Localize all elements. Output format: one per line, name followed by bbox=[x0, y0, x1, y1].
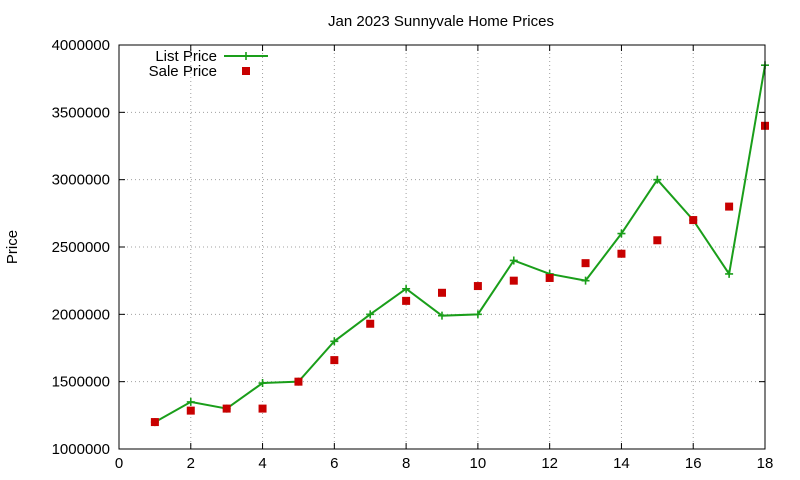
sale-price-point bbox=[581, 259, 590, 268]
x-tick-label: 18 bbox=[757, 455, 774, 472]
y-tick-label: 2000000 bbox=[52, 306, 110, 323]
sale-price-point bbox=[366, 319, 375, 328]
legend-label-sale-price: Sale Price bbox=[149, 63, 217, 80]
list-price-point bbox=[186, 397, 195, 406]
sale-price-point bbox=[438, 288, 446, 297]
plot-frame bbox=[118, 44, 766, 450]
x-tick-label: 12 bbox=[541, 455, 558, 472]
x-tick-label: 2 bbox=[187, 455, 195, 472]
sale-price-point bbox=[402, 296, 411, 305]
sale-price-point bbox=[725, 202, 734, 211]
axis-ticks: 0 2 4 6 8 10 12 14 16 18 1000000 1500000 2000000 2500… bbox=[52, 37, 774, 472]
y-tick-label: 2500000 bbox=[52, 239, 110, 256]
plot-series bbox=[150, 61, 769, 427]
list-price-point bbox=[473, 310, 482, 319]
x-tick-label: 10 bbox=[470, 455, 487, 472]
sale-price-point bbox=[653, 236, 662, 245]
sale-price-point bbox=[617, 249, 626, 258]
series-line-list-price bbox=[154, 65, 766, 423]
chart-title: Jan 2023 Sunnyvale Home Prices bbox=[328, 13, 554, 30]
list-price-point bbox=[617, 229, 626, 238]
sale-price-point bbox=[509, 276, 518, 285]
y-tick-label: 3500000 bbox=[52, 104, 110, 121]
sale-price-point bbox=[258, 404, 267, 413]
sale-price-point bbox=[150, 418, 159, 427]
y-tick-label: 4000000 bbox=[52, 37, 110, 54]
list-price-point bbox=[258, 379, 267, 388]
x-tick-label: 6 bbox=[330, 455, 338, 472]
list-price-point bbox=[402, 284, 411, 293]
sale-price-point bbox=[330, 356, 339, 365]
y-axis-label: Price bbox=[4, 230, 21, 264]
sale-price-point bbox=[545, 273, 554, 282]
x-tick-label: 0 bbox=[115, 455, 123, 472]
sale-price-point bbox=[222, 404, 231, 413]
list-price-point bbox=[330, 337, 339, 346]
x-tick-label: 4 bbox=[258, 455, 266, 472]
y-tick-label: 1500000 bbox=[52, 374, 110, 391]
x-tick-label: 16 bbox=[685, 455, 702, 472]
list-price-point bbox=[581, 276, 590, 285]
sale-price-point bbox=[294, 377, 303, 386]
y-tick-label: 3000000 bbox=[52, 172, 110, 189]
sale-price-point bbox=[473, 282, 482, 291]
list-price-point bbox=[653, 175, 662, 184]
sale-price-point bbox=[186, 406, 195, 415]
legend-marker-sale-price bbox=[242, 67, 250, 75]
y-tick-label: 1000000 bbox=[52, 441, 110, 458]
grid bbox=[119, 45, 765, 449]
x-tick-label: 14 bbox=[613, 455, 630, 472]
list-price-point bbox=[509, 256, 518, 265]
list-price-point bbox=[725, 269, 734, 278]
list-price-point bbox=[438, 311, 446, 320]
list-price-point bbox=[366, 310, 375, 319]
legend-marker-list-price bbox=[242, 52, 250, 60]
sale-price-point bbox=[689, 216, 698, 225]
x-tick-label: 8 bbox=[402, 455, 410, 472]
legend-label-list-price: List Price bbox=[155, 48, 217, 65]
